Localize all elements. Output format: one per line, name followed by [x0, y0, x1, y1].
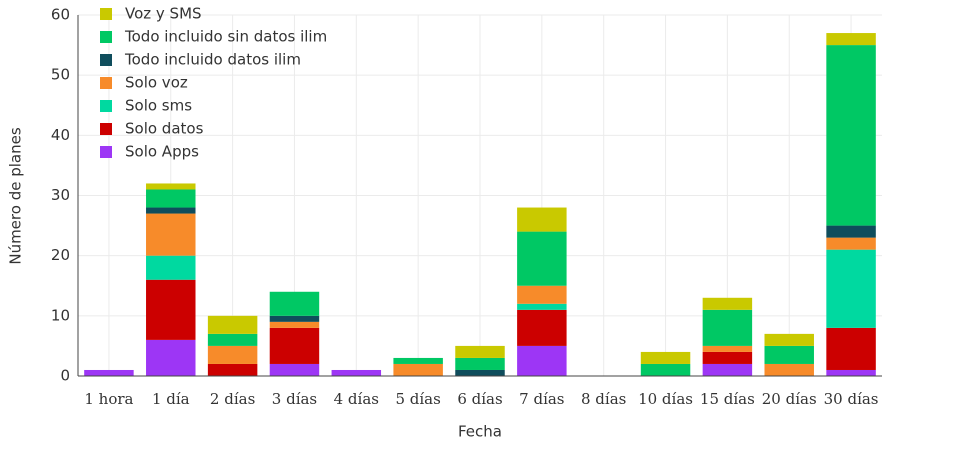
x-tick-label: 6 días — [457, 390, 502, 408]
bar-segment — [517, 285, 567, 304]
x-tick-label: 8 días — [581, 390, 626, 408]
bar-segment — [269, 321, 320, 328]
bar-segment — [455, 345, 505, 358]
bar-segment — [764, 345, 814, 364]
bar-segment — [207, 363, 258, 376]
bar-segment — [146, 207, 196, 214]
bar-segment — [207, 345, 258, 364]
y-tick-label: 40 — [51, 126, 70, 144]
legend-label: Solo datos — [125, 120, 204, 138]
legend-label: Solo voz — [125, 74, 188, 92]
bar-segment — [517, 345, 567, 376]
bar-segment — [702, 345, 753, 352]
bar-segment — [455, 357, 505, 370]
x-tick-label: 3 días — [272, 390, 317, 408]
legend-label: Todo incluido sin datos ilim — [124, 28, 327, 46]
bar-segment — [207, 315, 258, 334]
bar-segment — [146, 279, 196, 340]
y-tick-label: 10 — [51, 306, 70, 324]
bar-segment — [826, 369, 876, 376]
x-tick-label: 15 días — [700, 390, 755, 408]
y-tick-label: 50 — [51, 66, 70, 84]
bar-segment — [146, 183, 196, 190]
y-tick-label: 60 — [51, 6, 70, 24]
bar-segment — [207, 333, 258, 346]
bar-segment — [826, 45, 876, 226]
bar-segment — [826, 33, 876, 46]
bar-segment — [826, 249, 876, 328]
bar-segment — [146, 213, 196, 256]
x-axis-label: Fecha — [458, 423, 502, 441]
bar-segment — [146, 189, 196, 208]
bar-segment — [640, 363, 691, 376]
legend-swatch — [100, 54, 112, 66]
legend-swatch — [100, 123, 112, 135]
bar-segment — [269, 291, 320, 316]
x-tick-label: 5 días — [395, 390, 440, 408]
bar-segment — [640, 351, 691, 364]
x-tick-label: 30 días — [824, 390, 879, 408]
legend-swatch — [100, 31, 112, 43]
bar-segment — [764, 333, 814, 346]
bar-segment — [84, 369, 134, 376]
x-tick-label: 4 días — [334, 390, 379, 408]
legend-label: Solo Apps — [125, 143, 199, 161]
bar-segment — [517, 303, 567, 310]
y-tick-label: 0 — [60, 367, 70, 385]
bar-segment — [826, 327, 876, 370]
bar-segment — [702, 351, 753, 364]
bar-segment — [146, 339, 196, 376]
bar-segment — [517, 207, 567, 232]
legend-swatch — [100, 100, 112, 112]
bar-segment — [764, 363, 814, 376]
bar-segment — [269, 327, 320, 364]
y-axis-label: Número de planes — [7, 127, 25, 264]
bar-segment — [393, 363, 443, 376]
legend-swatch — [100, 77, 112, 89]
x-tick-label: 10 días — [638, 390, 693, 408]
bar-segment — [702, 309, 753, 346]
bar-segment — [455, 369, 505, 376]
x-tick-label: 2 días — [210, 390, 255, 408]
x-tick-label: 20 días — [762, 390, 817, 408]
x-tick-label: 1 hora — [84, 390, 133, 408]
bar-segment — [702, 297, 753, 310]
x-tick-label: 1 día — [152, 390, 190, 408]
x-tick-label: 7 días — [519, 390, 564, 408]
bar-segment — [826, 237, 876, 250]
legend-label: Voz y SMS — [125, 5, 202, 23]
y-tick-label: 20 — [51, 246, 70, 264]
legend-swatch — [100, 146, 112, 158]
bar-segment — [517, 309, 567, 346]
legend-label: Todo incluido datos ilim — [124, 51, 301, 69]
legend-label: Solo sms — [125, 97, 192, 115]
legend-swatch — [100, 8, 112, 20]
bar-segment — [702, 363, 753, 376]
bar-segment — [146, 255, 196, 280]
bar-segment — [826, 225, 876, 238]
bar-segment — [331, 369, 382, 376]
bar-segment — [269, 363, 320, 376]
bar-segment — [269, 315, 320, 322]
y-tick-label: 30 — [51, 186, 70, 204]
bar-segment — [517, 231, 567, 286]
bar-segment — [393, 357, 443, 364]
